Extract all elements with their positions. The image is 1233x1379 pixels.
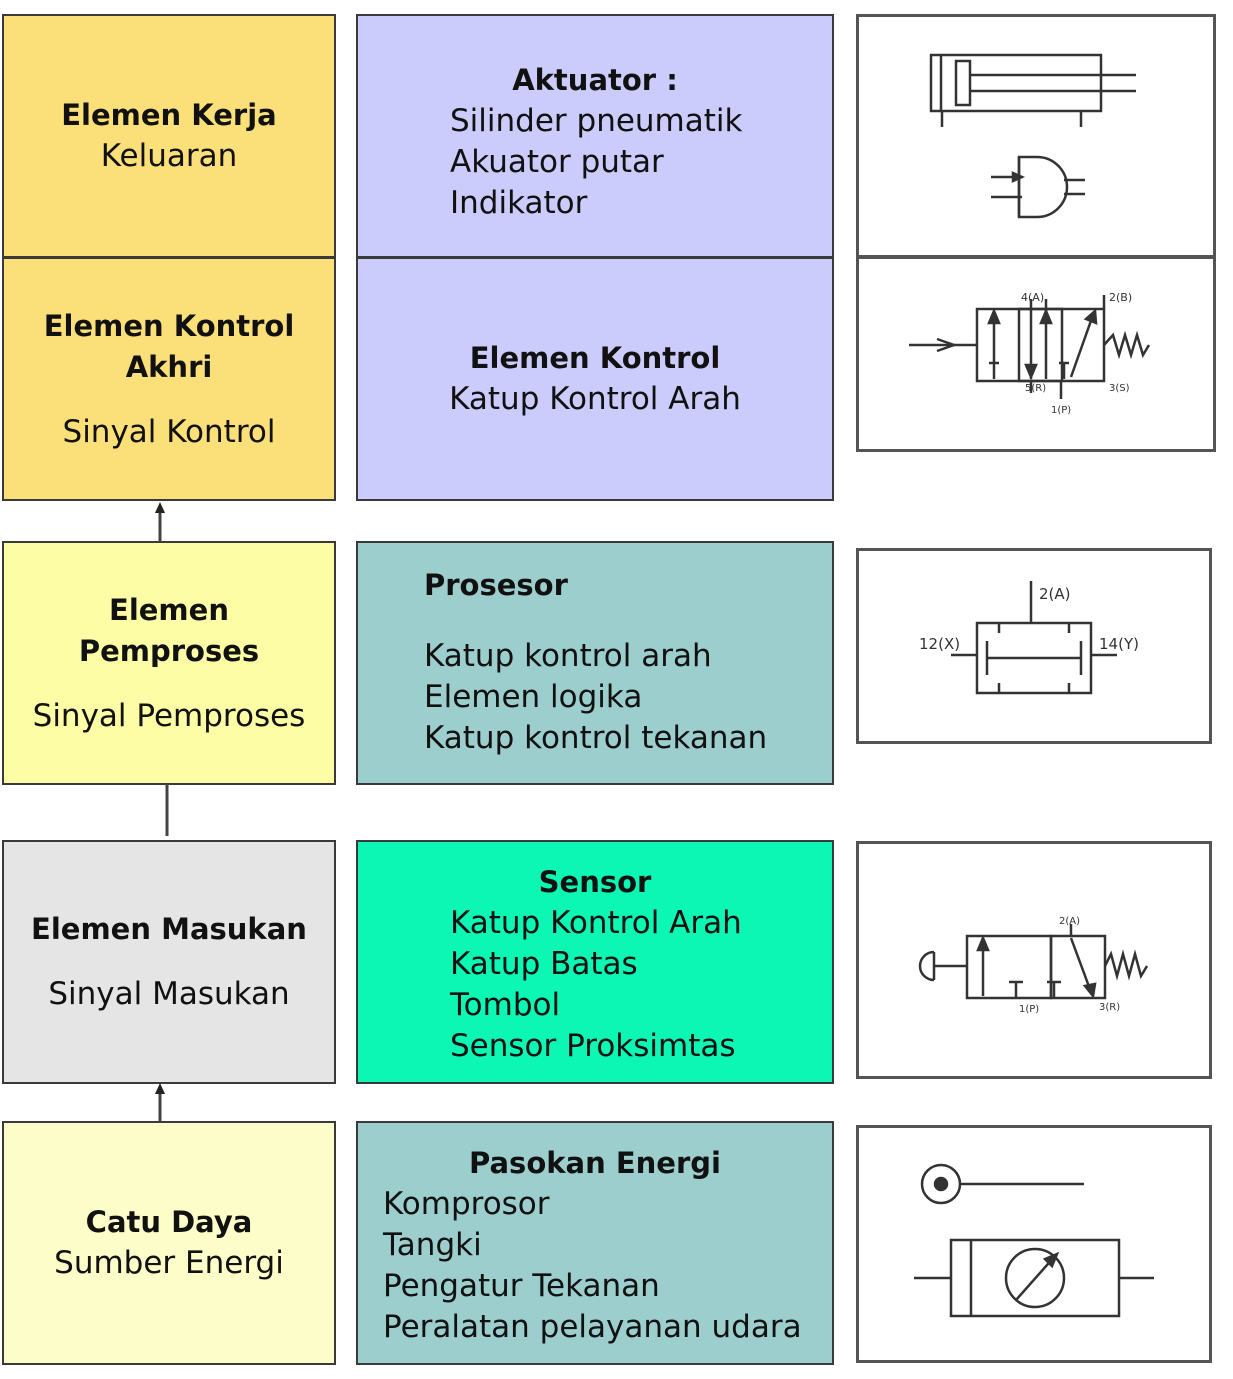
prosesor-line-1: Katup kontrol arah <box>424 638 712 674</box>
pressure-gauge-icon <box>914 1238 1154 1318</box>
masukan-title: Elemen Masukan <box>31 912 307 946</box>
directional-valve-5-2-icon <box>909 295 1151 399</box>
box-elemen-kontrol: Elemen Kontrol Katup Kontrol Arah <box>356 257 834 501</box>
kontrol-akhir-subtitle: Sinyal Kontrol <box>62 413 276 450</box>
elemen-kontrol-line-1: Katup Kontrol Arah <box>449 381 741 417</box>
symbol-box-valve-5-2: 4(A) 2(B) 5(R) 3(S) 1(P) <box>856 256 1216 452</box>
kontrol-akhir-title-1: Elemen Kontrol <box>43 308 295 343</box>
pasokan-line-3: Pengatur Tekanan <box>383 1268 660 1304</box>
symbol-box-valve-3-2: 2(A) 1(P) 3(R) <box>856 841 1212 1079</box>
port-2a-sensor: 2(A) <box>1059 916 1080 927</box>
actuator-symbols <box>929 53 1136 219</box>
aktuator-line-2: Akuator putar <box>450 144 664 180</box>
aktuator-title: Aktuator : <box>512 63 678 97</box>
box-elemen-kontrol-akhir: Elemen Kontrol Akhri Sinyal Kontrol <box>2 257 336 501</box>
pasokan-line-1: Komprosor <box>383 1186 550 1222</box>
symbol-box-energy-supply <box>856 1125 1212 1363</box>
line-pemproses-to-masukan <box>165 784 169 836</box>
port-1p-sensor: 1(P) <box>1019 1004 1039 1015</box>
box-prosesor: Prosesor Katup kontrol arah Elemen logik… <box>356 541 834 785</box>
aktuator-line-1: Silinder pneumatik <box>450 103 743 139</box>
sensor-line-1: Katup Kontrol Arah <box>450 905 742 941</box>
catu-daya-subtitle: Sumber Energi <box>54 1245 284 1281</box>
box-elemen-masukan: Elemen Masukan Sinyal Masukan <box>2 840 336 1084</box>
push-button-valve-icon <box>918 924 1149 1000</box>
masukan-subtitle: Sinyal Masukan <box>48 976 290 1012</box>
energy-supply-symbols <box>914 1163 1154 1318</box>
port-3r-sensor: 3(R) <box>1099 1002 1120 1013</box>
box-aktuator: Aktuator : Silinder pneumatik Akuator pu… <box>356 14 834 258</box>
elemen-kerja-title: Elemen Kerja <box>61 98 277 132</box>
sensor-line-4: Sensor Proksimtas <box>450 1028 736 1064</box>
arrow-kontrol-to-pemproses <box>155 502 165 542</box>
catu-daya-title: Catu Daya <box>85 1205 253 1239</box>
port-3s: 3(S) <box>1109 383 1130 394</box>
elemen-kerja-subtitle: Keluaran <box>100 138 238 174</box>
port-14y: 14(Y) <box>1099 635 1139 653</box>
box-elemen-kerja: Elemen Kerja Keluaran <box>2 14 336 258</box>
aktuator-line-3: Indikator <box>450 185 588 221</box>
sensor-title: Sensor <box>538 865 652 899</box>
port-4a: 4(A) <box>1021 291 1044 304</box>
box-elemen-pemproses: Elemen Pemproses Sinyal Pemproses <box>2 541 336 785</box>
port-5r: 5(R) <box>1025 383 1046 394</box>
sensor-line-3: Tombol <box>450 987 561 1023</box>
elemen-kontrol-title: Elemen Kontrol <box>469 341 721 375</box>
valve-3-2-symbol: 2(A) 1(P) 3(R) <box>918 916 1149 1015</box>
box-pasokan-energi: Pasokan Energi Komprosor Tangki Pengatur… <box>356 1121 834 1365</box>
port-2a: 2(A) <box>1039 585 1071 603</box>
port-12x: 12(X) <box>919 635 960 653</box>
kontrol-akhir-title-2: Akhri <box>125 349 213 384</box>
box-sensor: Sensor Katup Kontrol Arah Katup Batas To… <box>356 840 834 1084</box>
arrow-catu-to-masukan <box>155 1083 165 1122</box>
valve-5-2-symbol: 4(A) 2(B) 5(R) 3(S) 1(P) <box>909 291 1151 416</box>
rotary-actuator-icon <box>991 155 1085 219</box>
pemproses-subtitle: Sinyal Pemproses <box>32 697 306 734</box>
logic-symbol: 2(A) 12(X) 14(Y) <box>919 581 1139 695</box>
symbol-box-actuators <box>856 14 1216 258</box>
pasokan-line-4: Peralatan pelayanan udara <box>383 1309 802 1345</box>
port-2b: 2(B) <box>1109 291 1132 304</box>
sensor-line-2: Katup Batas <box>450 946 638 982</box>
pemproses-title-1: Elemen <box>109 592 229 627</box>
compressor-source-icon <box>920 1163 1084 1205</box>
port-1p: 1(P) <box>1051 405 1071 416</box>
prosesor-line-3: Katup kontrol tekanan <box>424 720 768 756</box>
pneumatic-cylinder-icon <box>929 53 1136 127</box>
pasokan-title: Pasokan Energi <box>469 1146 721 1180</box>
pemproses-title-2: Pemproses <box>78 633 260 668</box>
prosesor-line-2: Elemen logika <box>424 679 643 715</box>
symbol-box-logic: 2(A) 12(X) 14(Y) <box>856 548 1212 744</box>
prosesor-title: Prosesor <box>424 568 568 602</box>
shuttle-valve-icon <box>951 581 1117 695</box>
pasokan-line-2: Tangki <box>383 1227 482 1263</box>
box-catu-daya: Catu Daya Sumber Energi <box>2 1121 336 1365</box>
